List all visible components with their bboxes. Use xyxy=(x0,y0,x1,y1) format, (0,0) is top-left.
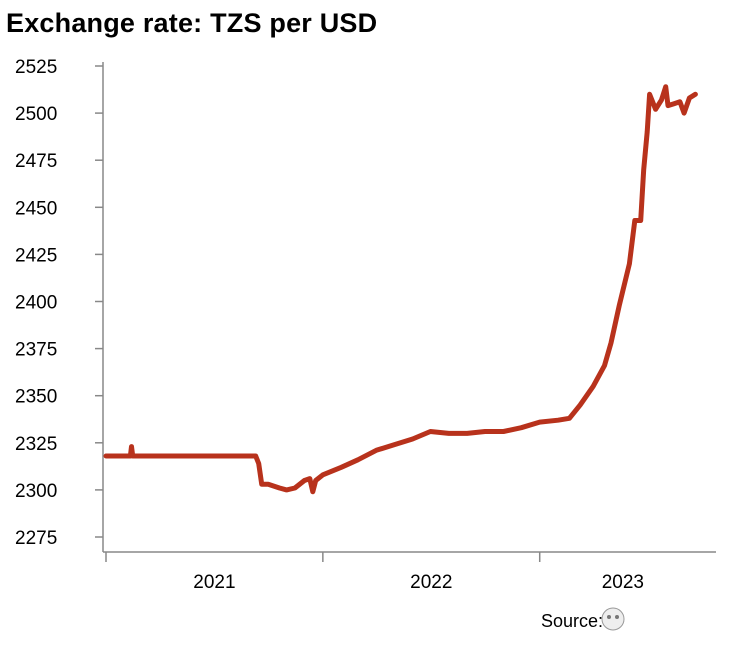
y-tick-label: 2350 xyxy=(15,387,57,408)
series-line xyxy=(103,84,698,495)
x-tick-label: 2021 xyxy=(193,572,235,593)
y-tick-label: 2325 xyxy=(15,434,57,455)
y-tick-label: 2400 xyxy=(15,293,57,314)
y-tick-label: 2375 xyxy=(15,340,57,361)
source-note: Source: xyxy=(541,611,603,632)
chart-title: Exchange rate: TZS per USD xyxy=(6,8,378,38)
y-tick-label: 2525 xyxy=(15,57,57,78)
x-tick-label: 2023 xyxy=(602,572,644,593)
y-tick-label: 2275 xyxy=(15,528,57,549)
watermark-logo xyxy=(601,607,625,631)
y-tick-label: 2425 xyxy=(15,245,57,266)
x-tick-label: 2022 xyxy=(410,572,452,593)
y-tick-label: 2300 xyxy=(15,481,57,502)
y-tick-label: 2500 xyxy=(15,104,57,125)
y-tick-label: 2450 xyxy=(15,198,57,219)
source-label: Source: xyxy=(541,611,604,631)
y-tick-label: 2475 xyxy=(15,151,57,172)
